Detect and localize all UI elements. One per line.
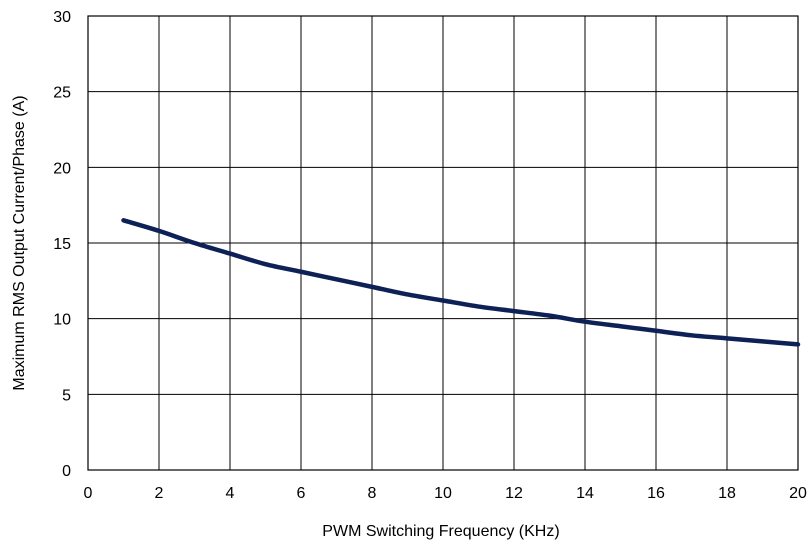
y-axis-label: Maximum RMS Output Current/Phase (A): [11, 95, 28, 390]
x-tick-label: 8: [368, 485, 377, 502]
x-tick-label: 12: [505, 485, 523, 502]
y-tick-label: 5: [62, 387, 71, 404]
x-tick-label: 6: [297, 485, 306, 502]
y-tick-label: 30: [53, 9, 71, 26]
series-layer: [121, 218, 801, 347]
y-tick-label: 15: [53, 236, 71, 253]
x-axis-ticks: 0 2 4 6 8 10 12 14 16 18 20: [84, 485, 807, 502]
x-tick-label: 20: [789, 485, 807, 502]
y-tick-label: 0: [62, 463, 71, 480]
x-tick-label: 2: [155, 485, 164, 502]
y-tick-label: 20: [53, 160, 71, 177]
x-tick-label: 4: [226, 485, 235, 502]
x-tick-label: 14: [576, 485, 594, 502]
x-axis-label: PWM Switching Frequency (KHz): [322, 523, 559, 540]
x-tick-label: 16: [647, 485, 665, 502]
x-tick-label: 0: [84, 485, 93, 502]
grid: [87, 15, 799, 471]
x-tick-label: 18: [718, 485, 736, 502]
x-tick-label: 10: [434, 485, 452, 502]
y-axis-ticks: 0 5 10 15 20 25 30: [53, 9, 71, 480]
plot-frame: [87, 15, 799, 471]
series-line: [121, 218, 801, 347]
y-tick-label: 25: [53, 85, 71, 102]
y-tick-label: 10: [53, 312, 71, 329]
